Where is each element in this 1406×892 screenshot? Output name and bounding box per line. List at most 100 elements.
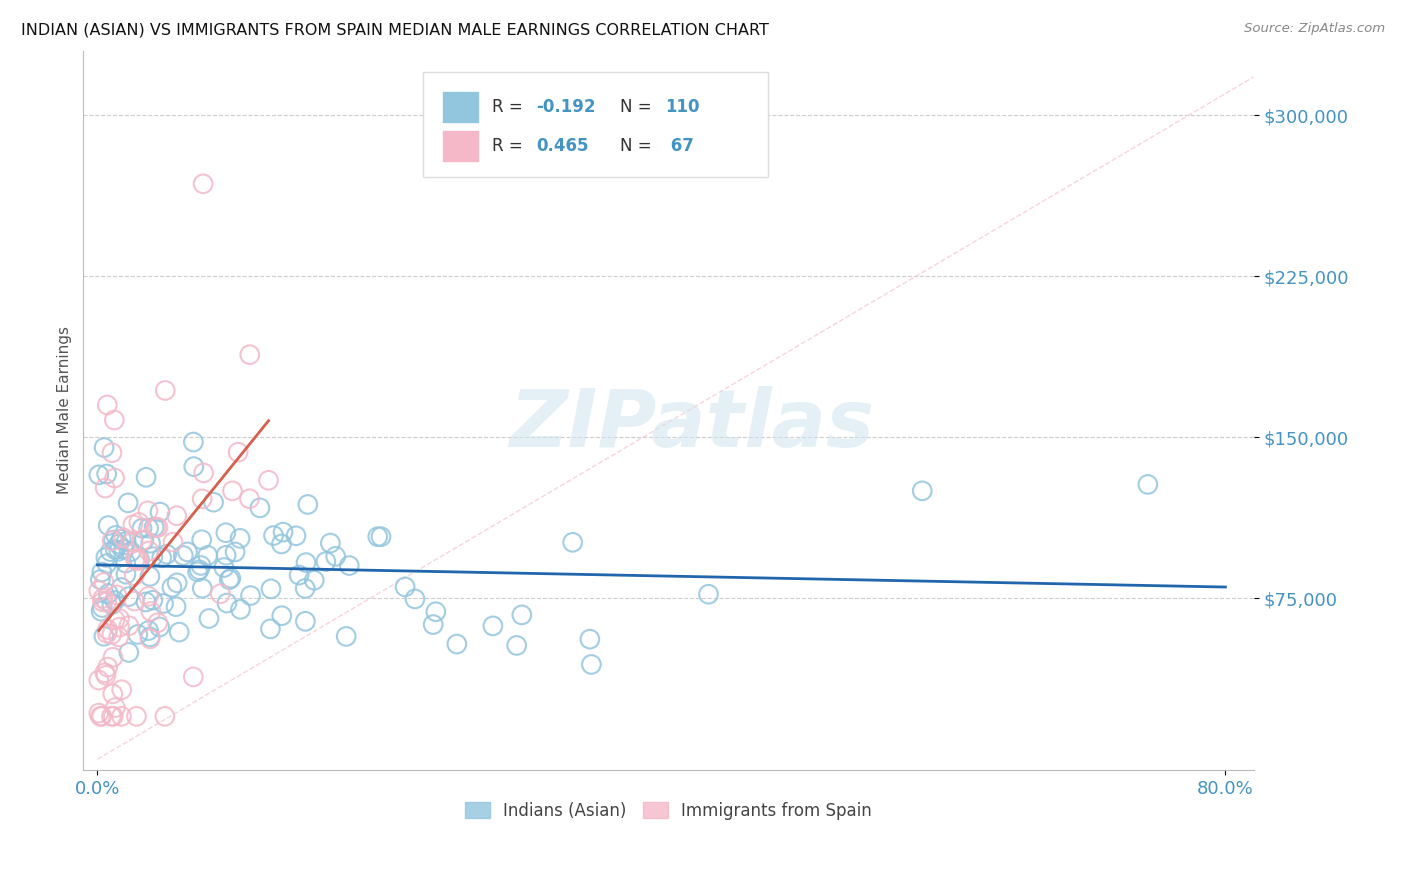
Point bbox=[209, 587, 232, 601]
Point bbox=[131, 521, 153, 535]
Point bbox=[108, 620, 131, 634]
Point bbox=[270, 608, 292, 623]
Point bbox=[138, 521, 160, 535]
Point bbox=[212, 560, 235, 574]
Point bbox=[94, 668, 117, 682]
Point bbox=[190, 558, 212, 573]
Point bbox=[94, 550, 117, 565]
Point bbox=[103, 413, 125, 427]
Point bbox=[104, 613, 127, 627]
Point bbox=[581, 657, 603, 672]
Point bbox=[104, 593, 127, 607]
Point bbox=[149, 620, 172, 634]
Point bbox=[139, 536, 162, 550]
FancyBboxPatch shape bbox=[443, 92, 478, 122]
Point bbox=[108, 612, 131, 626]
Point bbox=[446, 637, 468, 651]
Point bbox=[110, 709, 132, 723]
Point bbox=[215, 525, 238, 540]
Text: INDIAN (ASIAN) VS IMMIGRANTS FROM SPAIN MEDIAN MALE EARNINGS CORRELATION CHART: INDIAN (ASIAN) VS IMMIGRANTS FROM SPAIN … bbox=[21, 22, 769, 37]
Point bbox=[121, 517, 143, 532]
Point bbox=[89, 573, 111, 587]
Point bbox=[294, 615, 316, 629]
Point bbox=[181, 670, 204, 684]
Point bbox=[90, 565, 112, 579]
Point bbox=[96, 626, 118, 640]
Point bbox=[191, 581, 214, 595]
Point bbox=[143, 520, 166, 534]
Point bbox=[697, 587, 720, 601]
Point bbox=[257, 473, 280, 487]
Point bbox=[215, 548, 238, 562]
Point bbox=[115, 567, 138, 582]
Point bbox=[125, 709, 148, 723]
Point bbox=[139, 630, 162, 644]
Point bbox=[191, 491, 214, 506]
Point bbox=[87, 583, 110, 598]
Point bbox=[94, 665, 117, 680]
Point bbox=[91, 600, 114, 615]
Point bbox=[259, 622, 281, 636]
Point bbox=[103, 471, 125, 485]
Point bbox=[107, 630, 129, 644]
Text: N =: N = bbox=[620, 98, 658, 116]
Text: 110: 110 bbox=[665, 98, 699, 116]
Point bbox=[87, 673, 110, 687]
Point bbox=[93, 441, 115, 455]
Point bbox=[510, 607, 533, 622]
Point bbox=[505, 639, 527, 653]
Point bbox=[101, 446, 124, 460]
Point bbox=[135, 470, 157, 484]
Point bbox=[124, 594, 146, 608]
Point bbox=[219, 571, 242, 585]
Point bbox=[404, 591, 426, 606]
Point bbox=[117, 496, 139, 510]
Point bbox=[90, 709, 112, 723]
Point bbox=[288, 568, 311, 582]
Point bbox=[96, 623, 118, 637]
Point bbox=[96, 557, 118, 571]
FancyBboxPatch shape bbox=[443, 130, 478, 161]
Point bbox=[297, 498, 319, 512]
Point bbox=[103, 533, 125, 547]
Point bbox=[579, 632, 602, 647]
Point bbox=[107, 537, 129, 551]
Point bbox=[370, 530, 392, 544]
Point bbox=[138, 624, 160, 638]
Point bbox=[156, 547, 179, 561]
Point bbox=[285, 529, 308, 543]
Point bbox=[93, 575, 115, 590]
Point bbox=[97, 586, 120, 600]
Point bbox=[97, 660, 120, 674]
Point bbox=[270, 537, 292, 551]
Point bbox=[166, 575, 188, 590]
Point bbox=[101, 687, 124, 701]
Point bbox=[295, 556, 318, 570]
Point bbox=[87, 706, 110, 720]
Point bbox=[249, 500, 271, 515]
Point bbox=[87, 467, 110, 482]
Point bbox=[229, 532, 252, 546]
FancyBboxPatch shape bbox=[423, 72, 768, 177]
Point bbox=[138, 590, 160, 604]
Point bbox=[117, 590, 139, 604]
Legend: Indians (Asian), Immigrants from Spain: Indians (Asian), Immigrants from Spain bbox=[458, 795, 879, 826]
Point bbox=[394, 580, 416, 594]
Point bbox=[118, 645, 141, 659]
Point bbox=[260, 582, 283, 596]
Point bbox=[111, 682, 134, 697]
Point bbox=[94, 481, 117, 495]
Point bbox=[90, 604, 112, 618]
Point bbox=[110, 581, 132, 595]
Point bbox=[135, 595, 157, 609]
Point bbox=[239, 348, 262, 362]
Point bbox=[97, 518, 120, 533]
Point bbox=[198, 611, 221, 625]
Point bbox=[153, 709, 176, 723]
Point bbox=[294, 582, 316, 596]
Point bbox=[176, 545, 198, 559]
Point bbox=[112, 542, 135, 557]
Point bbox=[104, 528, 127, 542]
Point bbox=[271, 525, 294, 540]
Point bbox=[96, 467, 118, 481]
